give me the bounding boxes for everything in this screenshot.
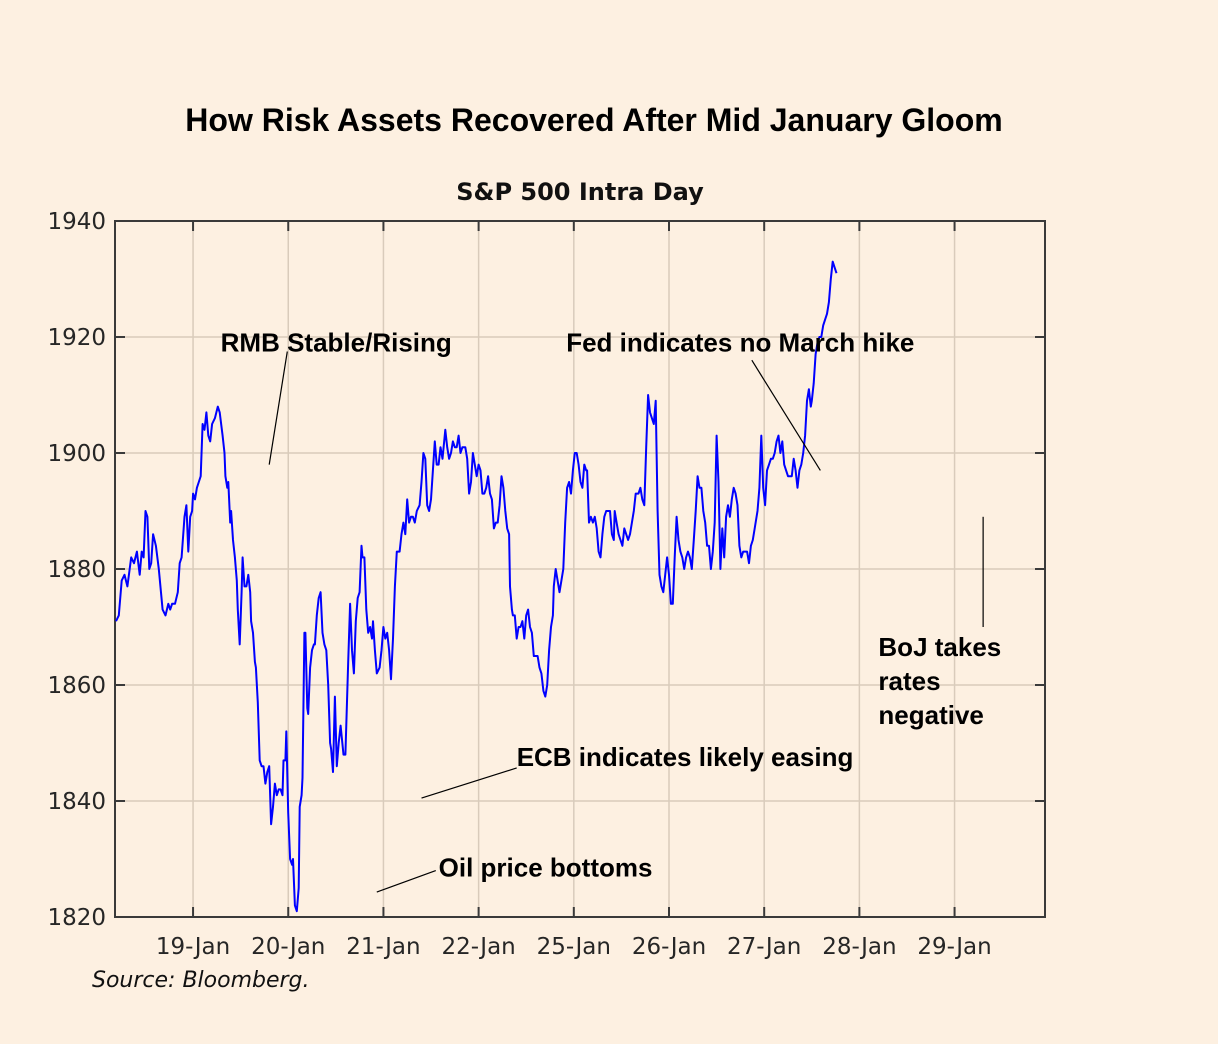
y-tick-label: 1840 <box>47 789 106 815</box>
series-layer <box>115 260 838 913</box>
annotation-leader-line <box>751 359 821 471</box>
annotation-text: rates <box>878 666 940 696</box>
annotation-text: Fed indicates no March hike <box>566 328 914 358</box>
x-tick-label: 22-Jan <box>441 934 515 960</box>
x-tick-label: 27-Jan <box>727 934 801 960</box>
annotation-text: ECB indicates likely easing <box>517 742 854 772</box>
annotations: RMB Stable/Rising Fed indicates no March … <box>221 328 1001 893</box>
source-note: Source: Bloomberg. <box>92 968 310 993</box>
annotation-leader-line <box>268 351 288 465</box>
x-tick-label: 20-Jan <box>251 934 325 960</box>
x-tick-label: 19-Jan <box>156 934 230 960</box>
grid <box>115 221 1045 917</box>
x-tick-label: 25-Jan <box>537 934 611 960</box>
y-tick-label: 1860 <box>47 673 106 699</box>
axes: 1820 1840 1860 1880 1900 1920 1940 19-Jan 20-Jan… <box>47 209 1046 960</box>
plot-frame <box>114 220 1046 918</box>
annotation-leader-line <box>421 767 517 799</box>
x-tick-label: 29-Jan <box>917 934 991 960</box>
series-line-sp500 <box>115 260 838 913</box>
x-tick-label: 26-Jan <box>632 934 706 960</box>
annotation-text: Oil price bottoms <box>439 852 653 882</box>
annotation-text: BoJ takes <box>878 632 1001 662</box>
annotation-text: negative <box>878 700 984 730</box>
y-tick-label: 1820 <box>47 905 106 931</box>
y-tick-label: 1920 <box>47 325 106 351</box>
annotation-text: RMB Stable/Rising <box>221 328 452 358</box>
y-tick-label: 1880 <box>47 557 106 583</box>
y-tick-label: 1940 <box>47 209 106 235</box>
x-tick-label: 21-Jan <box>346 934 420 960</box>
chart-subtitle: S&P 500 Intra Day <box>456 178 704 206</box>
y-tick-label: 1900 <box>47 441 106 467</box>
x-tick-label: 28-Jan <box>822 934 896 960</box>
chart-title: How Risk Assets Recovered After Mid Janu… <box>185 102 1002 138</box>
annotation-leader-line <box>376 870 436 893</box>
